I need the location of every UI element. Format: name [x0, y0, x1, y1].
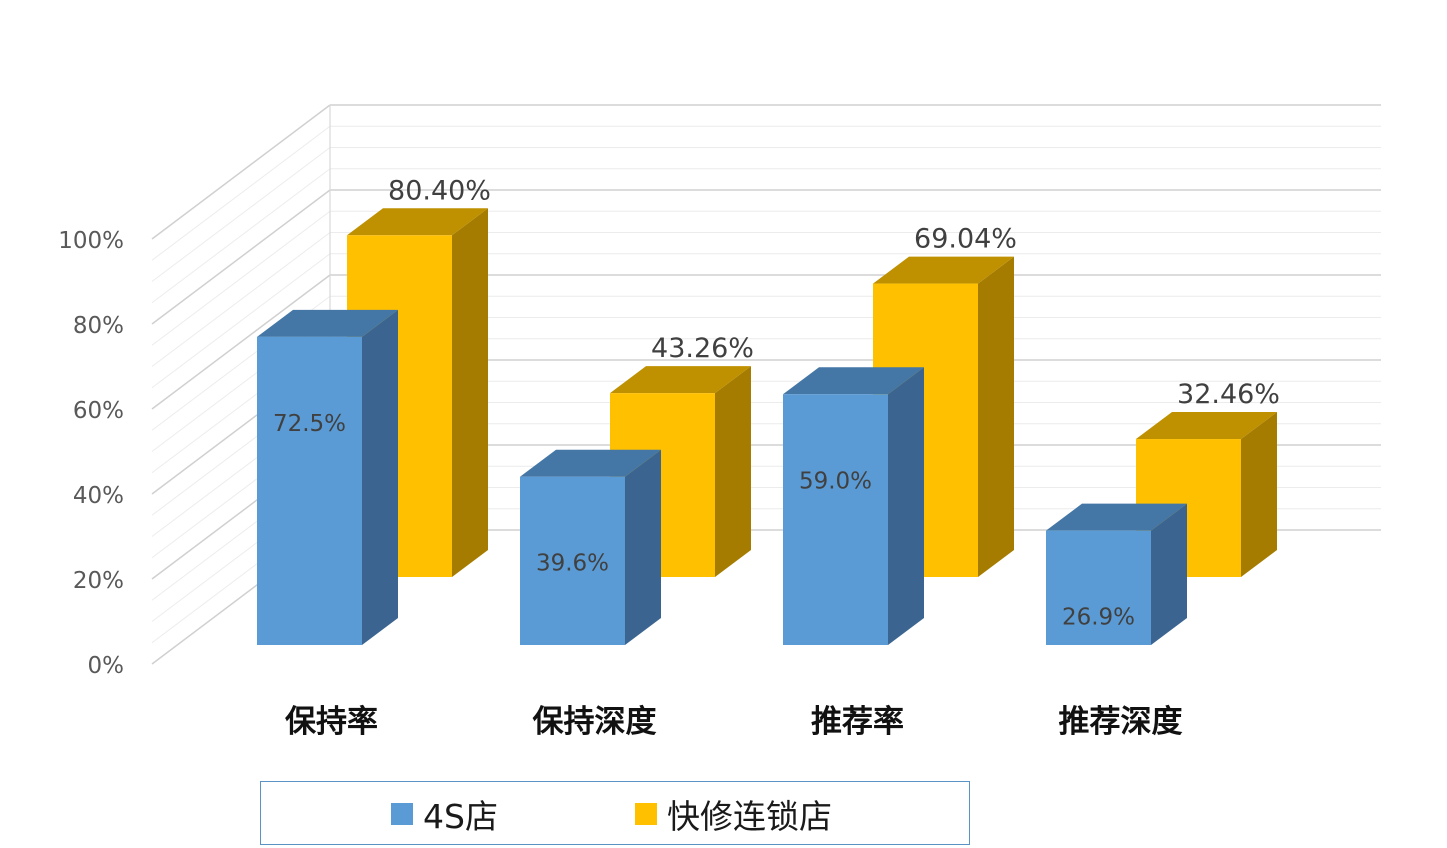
bar-side-4s [1151, 503, 1187, 645]
side-gridline-minor [151, 210, 331, 346]
legend-label-4s: 4S店 [423, 797, 498, 836]
bar-side-4s [362, 309, 398, 645]
y-tick-label: 100% [58, 228, 124, 254]
bar-side-quick-repair [978, 256, 1014, 577]
bar-front-4s [257, 336, 362, 645]
bar-4s [520, 449, 661, 645]
side-gridline-major [151, 104, 331, 240]
data-label-quick-repair: 43.26% [651, 333, 754, 364]
legend-label-quick-repair: 快修连锁店 [667, 797, 832, 836]
data-label-4s: 39.6% [536, 551, 609, 577]
legend-item-quick-repair: 快修连锁店 [635, 782, 832, 846]
y-tick-label: 60% [73, 398, 124, 424]
side-gridline-minor [151, 147, 331, 282]
side-gridline-minor [151, 253, 331, 389]
data-label-quick-repair: 32.46% [1177, 379, 1280, 410]
y-tick-label: 80% [73, 313, 124, 339]
data-label-4s: 26.9% [1062, 605, 1135, 631]
data-label-quick-repair: 80.40% [388, 175, 491, 206]
bar-side-4s [888, 367, 924, 645]
x-category-label: 保持率 [285, 704, 378, 740]
y-tick-label: 40% [73, 483, 124, 509]
bar-top-quick-repair [347, 208, 488, 236]
bar-front-4s [1046, 530, 1151, 645]
bar-4s [1046, 503, 1187, 645]
bar-side-quick-repair [1241, 412, 1277, 577]
bar-side-quick-repair [452, 208, 488, 578]
data-label-quick-repair: 69.04% [914, 224, 1017, 255]
side-gridline-major [151, 189, 331, 325]
x-category-label: 推荐率 [811, 704, 904, 740]
side-gridline-major [151, 274, 331, 410]
bar-front-4s [783, 394, 888, 645]
side-gridline-minor [151, 125, 331, 261]
legend: 4S店 快修连锁店 [260, 781, 970, 845]
bar-top-4s [257, 309, 398, 337]
y-tick-label: 20% [73, 568, 124, 594]
legend-swatch-4s [391, 803, 413, 825]
side-gridline-minor [151, 232, 331, 367]
bar-top-4s [1046, 503, 1187, 531]
bar-4s [783, 367, 924, 645]
legend-swatch-quick-repair [635, 803, 657, 825]
data-label-4s: 59.0% [799, 468, 872, 494]
bar-top-quick-repair [1136, 412, 1277, 440]
back-wall-gridlines [330, 104, 1381, 531]
bar-top-4s [783, 367, 924, 395]
x-category-label: 保持深度 [533, 704, 657, 740]
side-gridline-minor [151, 168, 331, 304]
x-category-label: 推荐深度 [1059, 704, 1183, 740]
bar-top-quick-repair [873, 256, 1014, 284]
bar-side-quick-repair [715, 366, 751, 577]
bar-front-4s [520, 476, 625, 645]
data-label-4s: 72.5% [273, 411, 346, 437]
legend-item-4s: 4S店 [391, 782, 498, 846]
y-tick-label: 0% [88, 653, 125, 679]
bar-side-4s [625, 449, 661, 645]
bar-top-quick-repair [610, 366, 751, 394]
bar-4s [257, 309, 398, 645]
bar-top-4s [520, 449, 661, 477]
